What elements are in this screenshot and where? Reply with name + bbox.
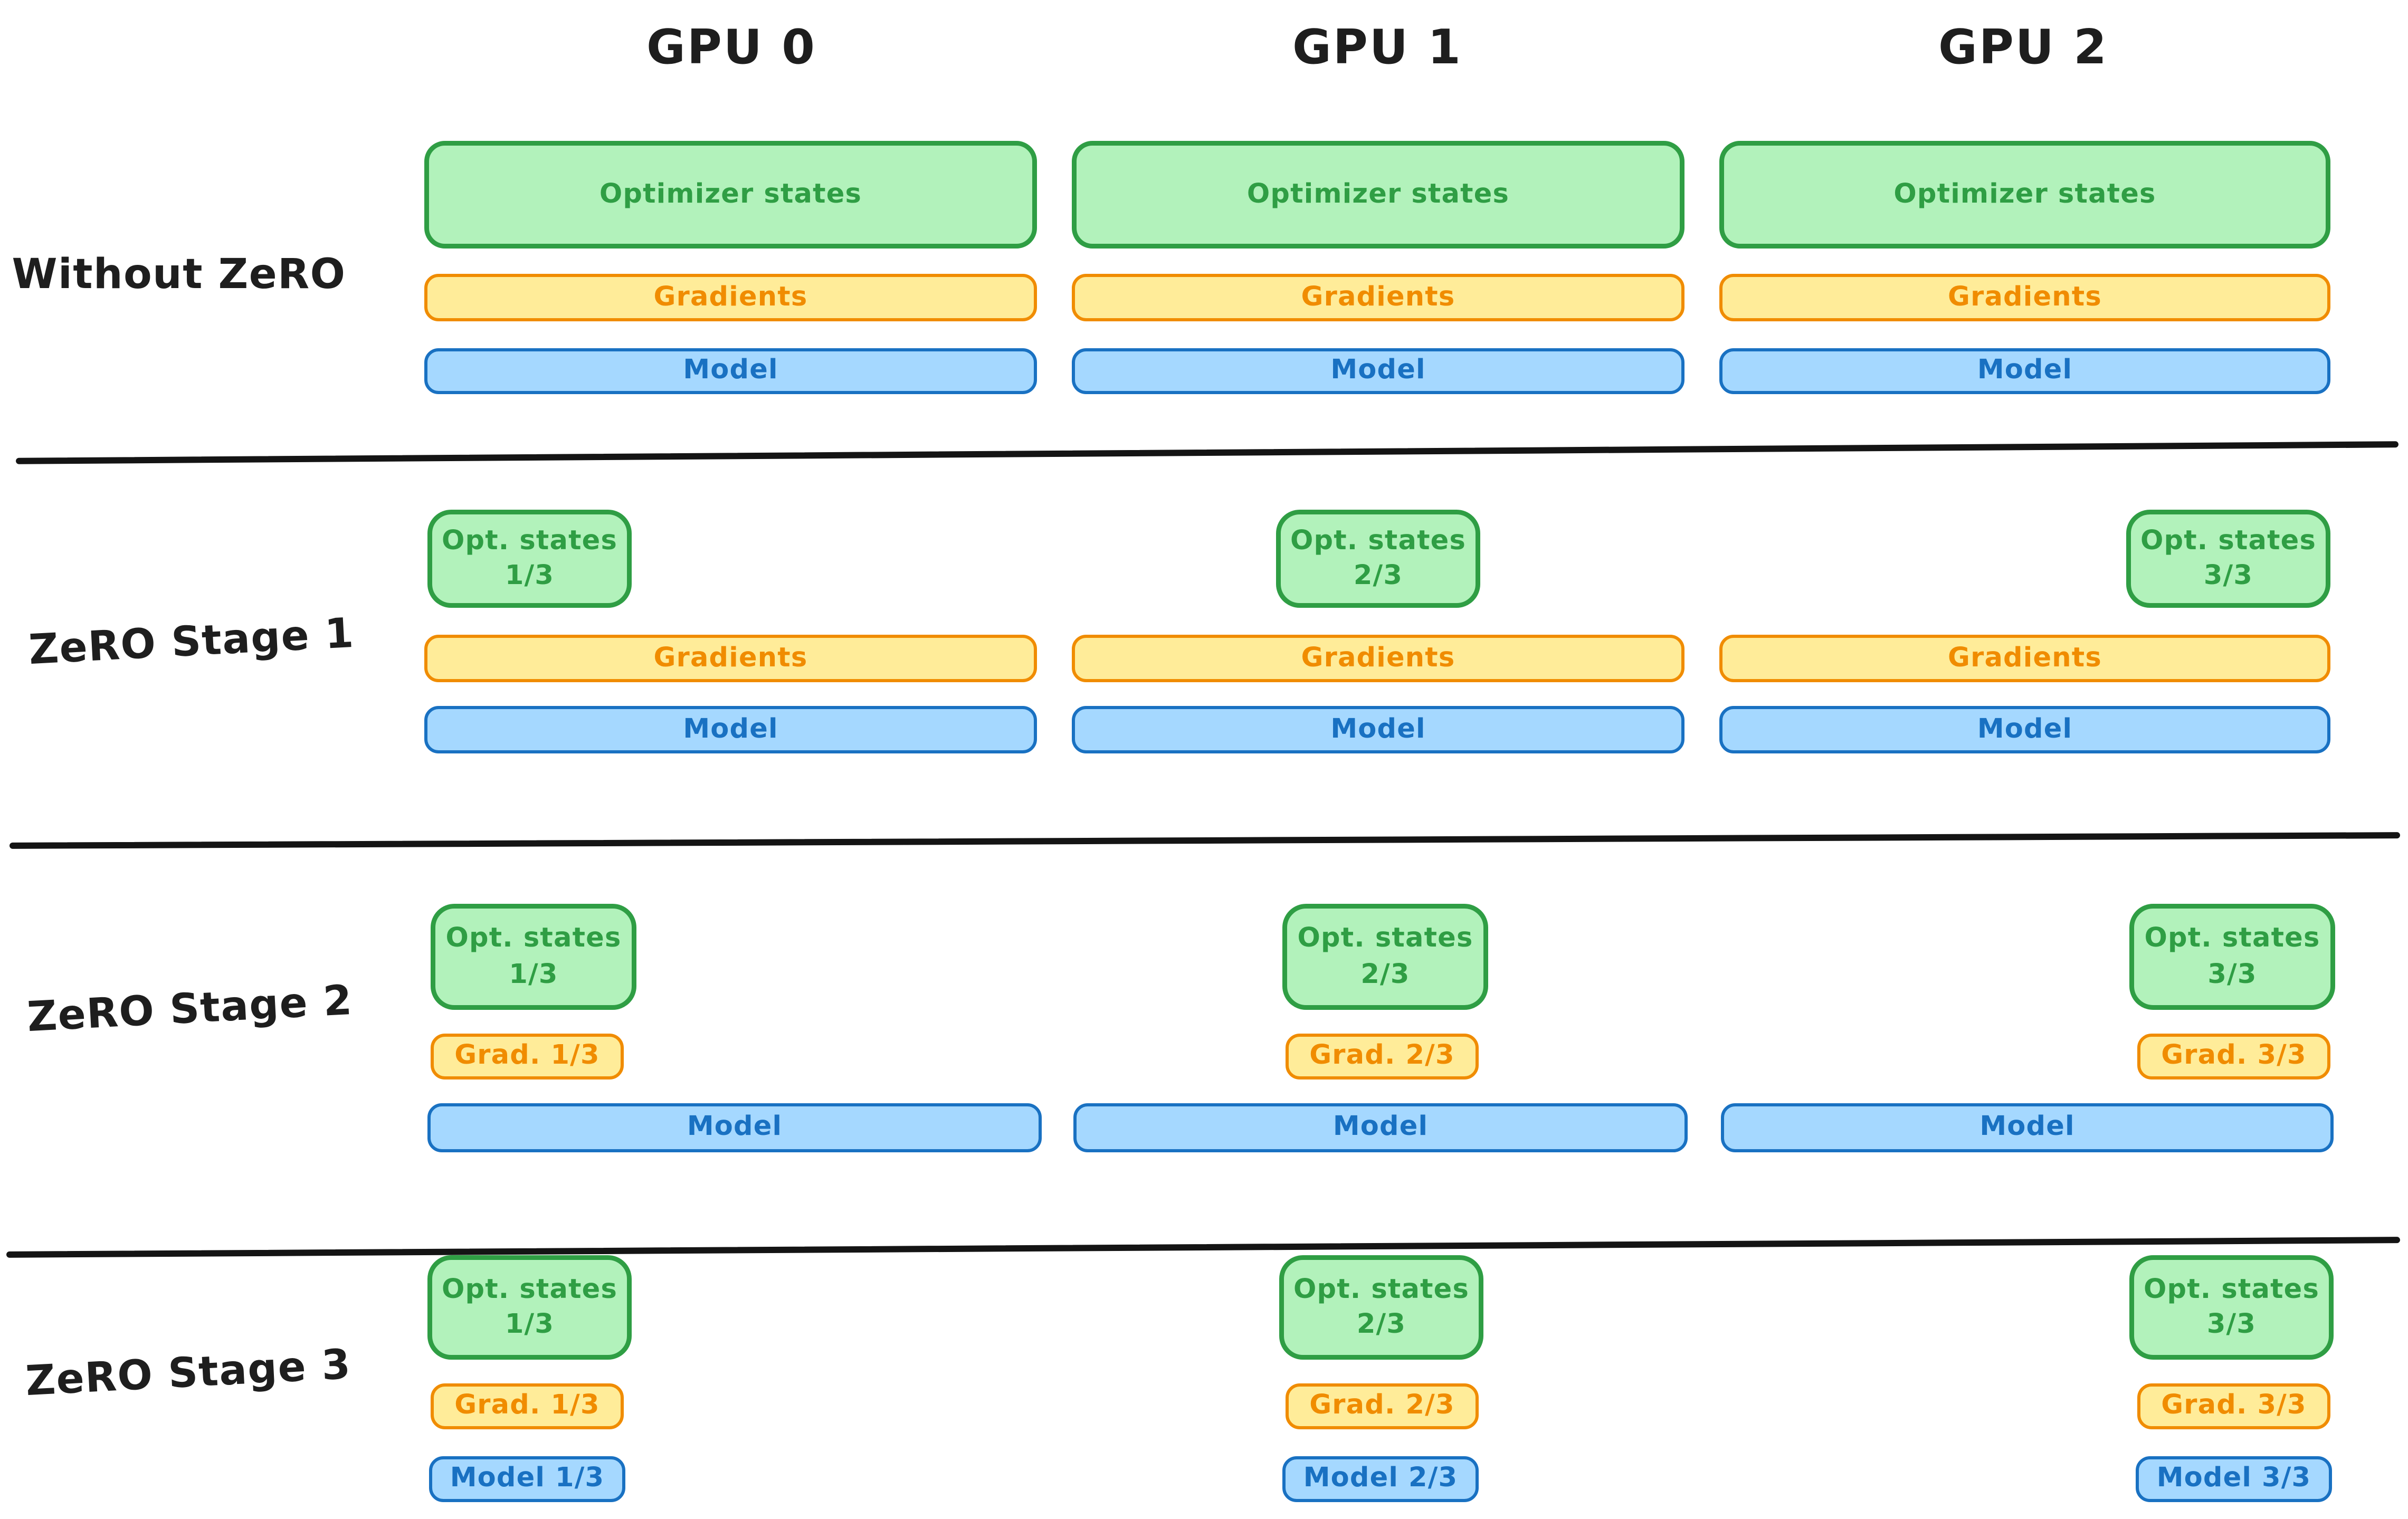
- model-box: Model: [1073, 1103, 1688, 1152]
- optimizer-shard-box: Opt. states 1/3: [427, 510, 632, 608]
- optimizer-shard-box: Opt. states 1/3: [427, 1255, 632, 1360]
- model-shard-box: Model 1/3: [429, 1456, 625, 1502]
- optimizer-shard-box: Opt. states 2/3: [1276, 510, 1480, 608]
- model-shard-box: Model 3/3: [2136, 1456, 2332, 1502]
- model-box: Model: [1721, 1103, 2334, 1152]
- row-label-zero-stage-3: ZeRO Stage 3: [24, 1341, 353, 1407]
- gradient-shard-box: Grad. 1/3: [431, 1383, 624, 1429]
- optimizer-shard-box: Opt. states 3/3: [2129, 904, 2335, 1010]
- row-separator: [9, 832, 2401, 848]
- model-box: Model: [1719, 348, 2330, 394]
- row-label-zero-stage-1: ZeRO Stage 1: [27, 610, 356, 675]
- model-box: Model: [1072, 706, 1684, 753]
- gradients-box: Gradients: [424, 635, 1037, 682]
- optimizer-states-box: Optimizer states: [424, 141, 1037, 249]
- model-box: Model: [1072, 348, 1684, 394]
- gradients-box: Gradients: [424, 274, 1037, 321]
- optimizer-shard-box: Opt. states 2/3: [1279, 1255, 1483, 1360]
- row-separator: [16, 441, 2399, 464]
- gradient-shard-box: Grad. 1/3: [431, 1034, 624, 1079]
- gradient-shard-box: Grad. 3/3: [2137, 1034, 2330, 1079]
- gradients-box: Gradients: [1719, 274, 2330, 321]
- row-label-zero-stage-2: ZeRO Stage 2: [26, 977, 354, 1043]
- optimizer-shard-box: Opt. states 1/3: [431, 904, 636, 1010]
- row-label-without-zero: Without ZeRO: [12, 252, 346, 299]
- model-box: Model: [427, 1103, 1042, 1152]
- optimizer-shard-box: Opt. states 2/3: [1282, 904, 1488, 1010]
- gradient-shard-box: Grad. 2/3: [1286, 1034, 1479, 1079]
- model-box: Model: [424, 348, 1037, 394]
- gradient-shard-box: Grad. 3/3: [2137, 1383, 2330, 1429]
- optimizer-shard-box: Opt. states 3/3: [2126, 510, 2330, 608]
- model-shard-box: Model 2/3: [1282, 1456, 1479, 1502]
- gradients-box: Gradients: [1072, 274, 1684, 321]
- gradient-shard-box: Grad. 2/3: [1286, 1383, 1479, 1429]
- gradients-box: Gradients: [1072, 635, 1684, 682]
- row-separator: [6, 1237, 2400, 1257]
- optimizer-states-box: Optimizer states: [1072, 141, 1684, 249]
- model-box: Model: [424, 706, 1037, 753]
- column-header-gpu1: GPU 1: [1292, 20, 1462, 75]
- gradients-box: Gradients: [1719, 635, 2330, 682]
- column-header-gpu2: GPU 2: [1938, 20, 2108, 75]
- optimizer-states-box: Optimizer states: [1719, 141, 2330, 249]
- optimizer-shard-box: Opt. states 3/3: [2129, 1255, 2334, 1360]
- model-box: Model: [1719, 706, 2330, 753]
- column-header-gpu0: GPU 0: [646, 20, 816, 75]
